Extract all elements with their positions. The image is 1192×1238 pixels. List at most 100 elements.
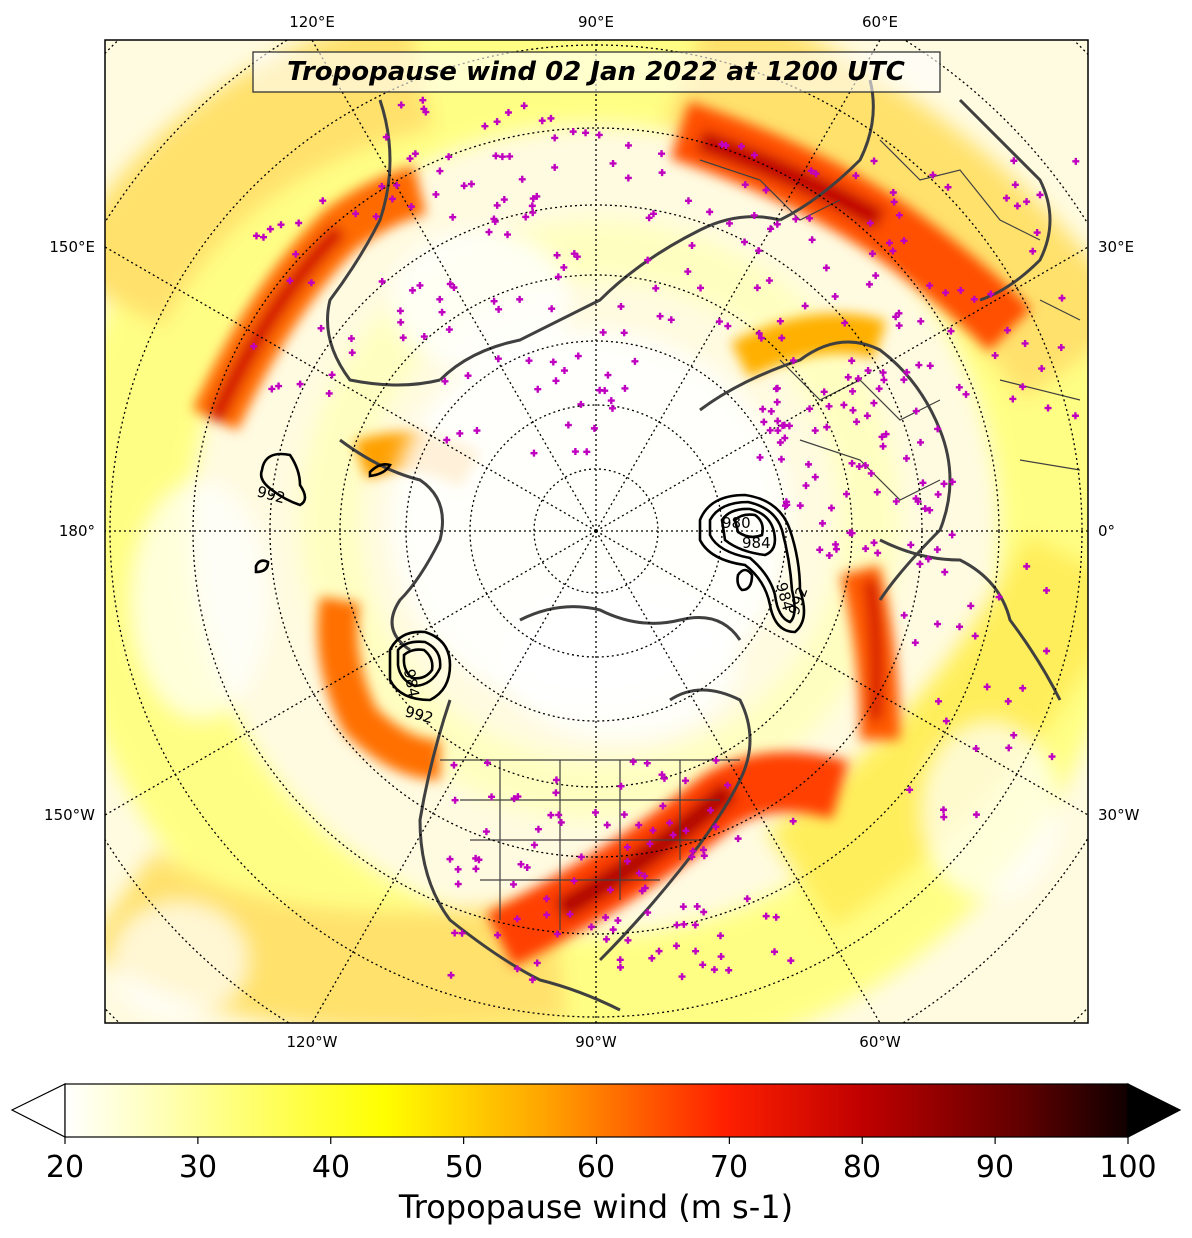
station-marker xyxy=(868,250,876,258)
station-marker xyxy=(382,133,390,141)
station-marker xyxy=(805,460,813,468)
station-marker xyxy=(892,313,900,321)
station-marker xyxy=(608,404,616,412)
station-marker xyxy=(557,818,565,826)
station-marker xyxy=(591,809,599,817)
station-marker xyxy=(560,367,568,375)
station-marker xyxy=(443,436,451,444)
station-marker xyxy=(644,256,652,264)
station-marker xyxy=(957,286,965,294)
station-marker xyxy=(451,796,459,804)
colorbar-tick-label: 20 xyxy=(46,1150,84,1185)
station-marker xyxy=(741,238,749,246)
station-marker xyxy=(445,153,453,161)
station-marker xyxy=(806,405,814,413)
station-marker xyxy=(494,355,502,363)
station-marker xyxy=(1009,395,1017,403)
station-marker xyxy=(454,880,462,888)
station-marker xyxy=(699,961,707,969)
station-marker xyxy=(411,150,419,158)
station-marker xyxy=(378,182,386,190)
station-marker xyxy=(490,215,498,223)
station-marker xyxy=(827,504,835,512)
station-marker xyxy=(933,546,941,554)
station-marker xyxy=(802,482,810,490)
station-marker xyxy=(552,789,560,797)
station-marker xyxy=(934,490,942,498)
station-marker xyxy=(889,188,897,196)
station-marker xyxy=(743,895,751,903)
station-marker xyxy=(467,180,475,188)
coastlines xyxy=(326,79,1062,1012)
station-marker xyxy=(774,427,782,435)
station-marker xyxy=(538,117,546,125)
station-marker xyxy=(672,942,680,950)
station-marker xyxy=(393,181,401,189)
station-marker xyxy=(609,159,617,167)
station-marker xyxy=(773,398,781,406)
station-marker xyxy=(688,853,696,861)
station-marker xyxy=(1023,198,1031,206)
station-marker xyxy=(737,142,745,150)
station-marker xyxy=(725,219,733,227)
station-marker xyxy=(606,886,614,894)
station-marker xyxy=(438,308,446,316)
station-marker xyxy=(1043,586,1051,594)
station-marker xyxy=(967,602,975,610)
station-marker xyxy=(1010,157,1018,165)
station-marker xyxy=(603,821,611,829)
station-marker xyxy=(895,322,903,330)
station-marker xyxy=(948,478,956,486)
station-marker xyxy=(451,929,459,937)
colorbar-tick-label: 90 xyxy=(976,1150,1014,1185)
station-marker xyxy=(678,973,686,981)
station-marker xyxy=(792,215,800,223)
contour-line xyxy=(259,452,307,507)
station-marker xyxy=(688,242,696,250)
station-marker xyxy=(970,295,978,303)
station-marker xyxy=(903,368,911,376)
station-marker xyxy=(862,545,870,553)
station-marker xyxy=(552,776,560,784)
station-marker xyxy=(700,852,708,860)
station-marker xyxy=(292,250,300,258)
station-marker xyxy=(684,268,692,276)
station-marker xyxy=(551,163,559,171)
station-marker xyxy=(449,213,457,221)
station-marker xyxy=(808,236,816,244)
colorbar-extend-low xyxy=(10,1083,66,1138)
lon-label-bottom: 90°W xyxy=(575,1033,617,1051)
station-marker xyxy=(879,369,887,377)
station-marker xyxy=(756,453,764,461)
station-marker xyxy=(801,302,809,310)
station-marker xyxy=(725,966,733,974)
station-marker xyxy=(617,302,625,310)
station-marker xyxy=(656,312,664,320)
station-marker xyxy=(296,380,304,388)
station-marker xyxy=(849,387,857,395)
station-marker xyxy=(855,463,863,471)
station-marker xyxy=(940,813,948,821)
station-marker xyxy=(755,329,763,337)
station-marker xyxy=(658,771,666,779)
station-marker xyxy=(460,182,468,190)
station-marker xyxy=(317,324,325,332)
station-marker xyxy=(510,795,518,803)
station-marker xyxy=(543,911,551,919)
colorbar-extend-high xyxy=(1127,1083,1182,1138)
station-marker xyxy=(693,902,701,910)
station-marker xyxy=(552,377,560,385)
longitude-labels: 120°E 90°E 60°E 150°E 180° 150°W 30°E 0°… xyxy=(44,13,1140,1051)
station-marker xyxy=(767,225,775,233)
station-marker xyxy=(682,827,690,835)
station-marker xyxy=(944,183,952,191)
lon-label-top: 60°E xyxy=(862,13,898,31)
station-marker xyxy=(854,375,862,383)
station-marker xyxy=(407,203,415,211)
station-marker xyxy=(942,289,950,297)
station-marker xyxy=(528,202,536,210)
station-marker xyxy=(697,284,705,292)
station-marker xyxy=(649,210,657,218)
station-marker xyxy=(494,931,502,939)
